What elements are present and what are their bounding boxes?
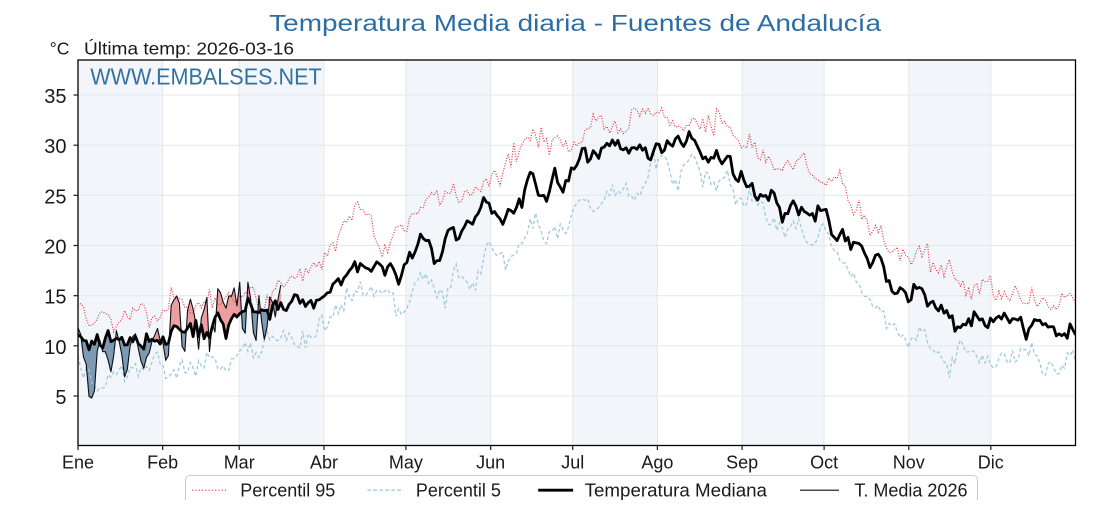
svg-text:Abr: Abr bbox=[310, 453, 338, 473]
svg-text:Ago: Ago bbox=[641, 453, 673, 473]
svg-text:Temperatura Mediana: Temperatura Mediana bbox=[585, 481, 768, 500]
svg-text:30: 30 bbox=[44, 136, 66, 158]
svg-text:T. Media 2026: T. Media 2026 bbox=[854, 481, 967, 500]
svg-text:25: 25 bbox=[44, 186, 66, 208]
svg-text:Percentil 5: Percentil 5 bbox=[416, 481, 501, 500]
svg-text:20: 20 bbox=[44, 237, 66, 259]
svg-text:Percentil 95: Percentil 95 bbox=[240, 481, 335, 500]
svg-text:Última temp: 2026-03-16: Última temp: 2026-03-16 bbox=[84, 38, 294, 59]
svg-text:Mar: Mar bbox=[224, 453, 255, 473]
svg-text:5: 5 bbox=[55, 387, 66, 409]
svg-text:Jul: Jul bbox=[561, 453, 584, 473]
svg-text:May: May bbox=[389, 453, 423, 473]
svg-text:10: 10 bbox=[44, 337, 66, 359]
svg-text:Nov: Nov bbox=[893, 453, 925, 473]
svg-text:Feb: Feb bbox=[147, 453, 178, 473]
svg-text:Ene: Ene bbox=[62, 453, 94, 473]
svg-text:WWW.EMBALSES.NET: WWW.EMBALSES.NET bbox=[90, 63, 322, 89]
svg-text:Dic: Dic bbox=[978, 453, 1004, 473]
svg-text:15: 15 bbox=[44, 287, 66, 309]
svg-text:Temperatura Media diaria - Fue: Temperatura Media diaria - Fuentes de An… bbox=[269, 10, 881, 36]
svg-text:Oct: Oct bbox=[810, 453, 838, 473]
svg-text:Sep: Sep bbox=[726, 453, 758, 473]
svg-text:35: 35 bbox=[44, 86, 66, 108]
svg-text:Jun: Jun bbox=[476, 453, 505, 473]
svg-text:°C: °C bbox=[50, 39, 70, 59]
